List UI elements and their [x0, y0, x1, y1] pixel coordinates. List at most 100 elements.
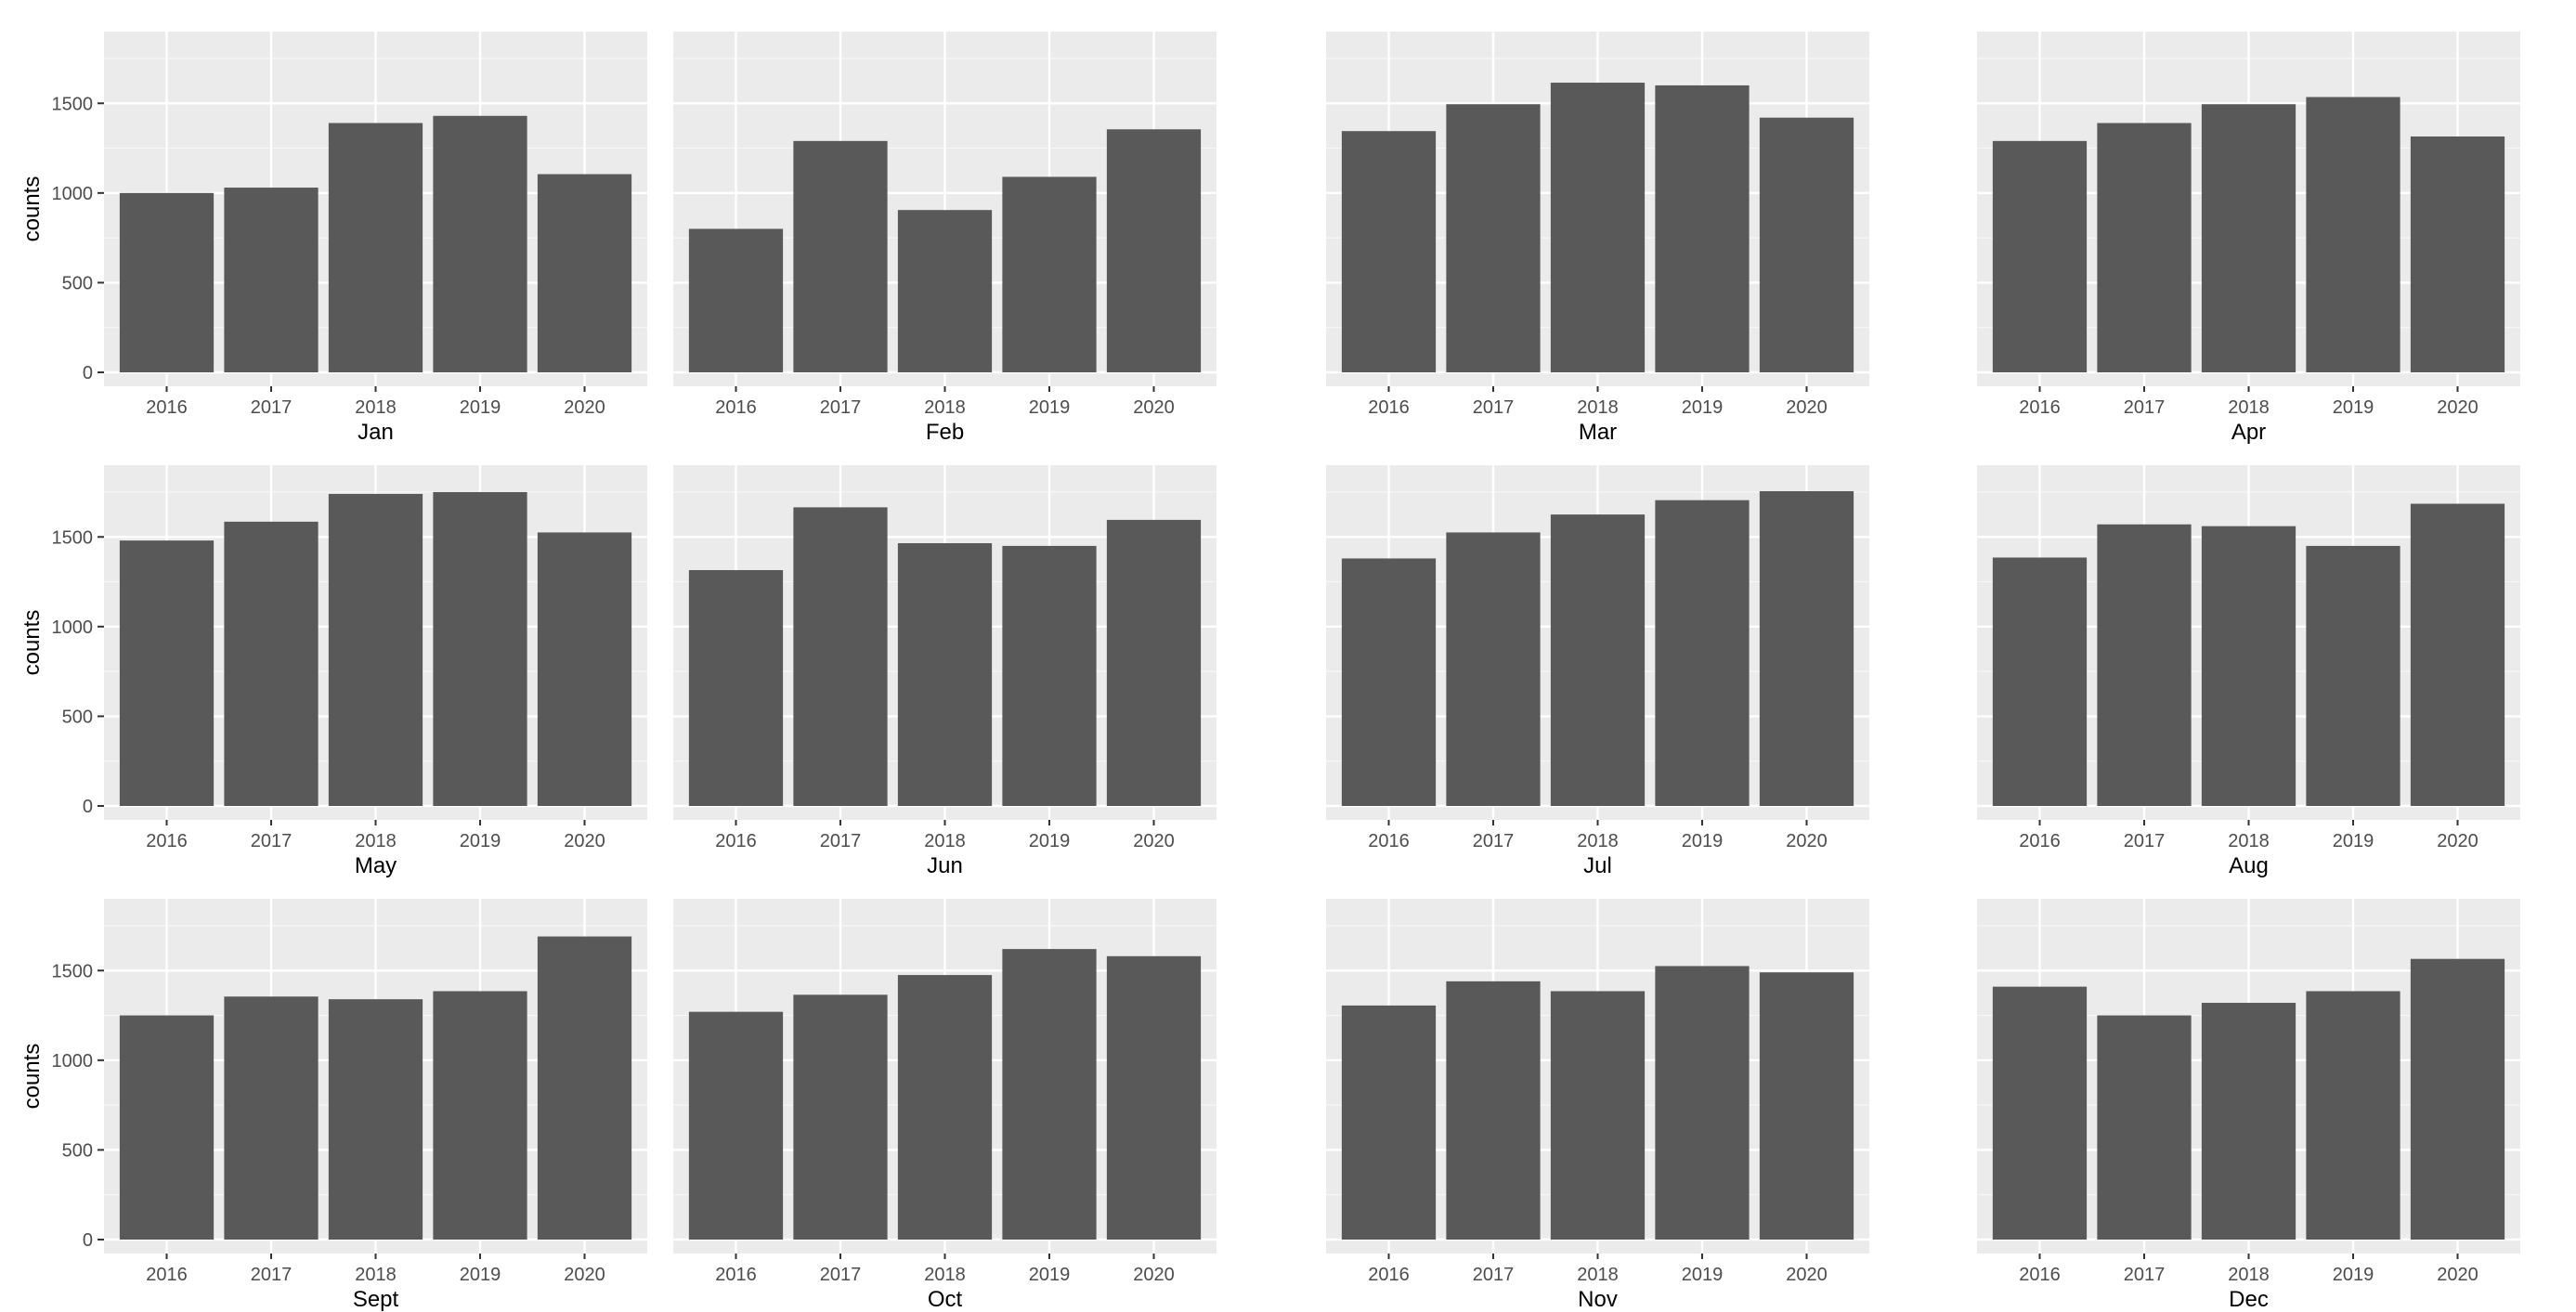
facet-label: Apr	[2231, 420, 2266, 445]
y-tick-label: 500	[62, 273, 93, 293]
panel-may: 2016 2017 2018 2019 2020 May 0 500 1000 1500 count…	[20, 465, 647, 878]
bar-jan-2017	[224, 188, 319, 372]
x-tick-label: 2016	[2019, 397, 2061, 418]
x-tick-label: 2018	[1577, 831, 1619, 851]
bar-dec-2017	[2097, 1015, 2192, 1240]
bar-sept-2018	[328, 999, 423, 1240]
y-axis-title: counts	[20, 1044, 45, 1110]
y-tick-label: 1000	[52, 184, 94, 204]
x-tick-label: 2016	[146, 397, 188, 418]
bar-nov-2016	[1341, 1005, 1437, 1240]
bar-jan-2019	[433, 115, 527, 372]
x-tick-label: 2016	[715, 1265, 757, 1285]
bar-jan-2018	[328, 123, 423, 372]
x-tick-label: 2020	[2437, 1265, 2478, 1285]
x-tick-label: 2017	[820, 831, 862, 851]
facet-label: Jan	[358, 420, 394, 445]
facet-label: May	[355, 853, 397, 878]
bar-apr-2018	[2201, 104, 2296, 373]
x-tick-label: 2016	[715, 831, 757, 851]
bar-mar-2017	[1446, 104, 1541, 373]
bar-jun-2017	[793, 507, 888, 806]
bar-sept-2017	[224, 996, 319, 1240]
x-tick-label: 2017	[1473, 831, 1515, 851]
bar-aug-2019	[2306, 545, 2400, 806]
x-tick-label: 2017	[2124, 831, 2166, 851]
bar-apr-2019	[2306, 97, 2400, 373]
bar-jul-2019	[1655, 500, 1750, 806]
x-tick-label: 2019	[460, 397, 501, 418]
panel-jan: 2016 2017 2018 2019 2020 Jan 0 500 1000 1500 count…	[20, 32, 647, 445]
x-tick-label: 2017	[820, 397, 862, 418]
bar-dec-2018	[2201, 1003, 2296, 1240]
bar-dec-2016	[1992, 986, 2088, 1240]
x-tick-label: 2017	[820, 1265, 862, 1285]
x-tick-label: 2016	[146, 1265, 188, 1285]
x-tick-label: 2018	[924, 1265, 966, 1285]
bar-may-2016	[119, 540, 215, 806]
bar-jun-2016	[688, 569, 784, 806]
x-tick-label: 2017	[251, 397, 293, 418]
bar-apr-2020	[2410, 136, 2505, 372]
x-tick-label: 2017	[251, 831, 293, 851]
x-tick-label: 2017	[1473, 1265, 1515, 1285]
panel-mar: 2016 2017 2018 2019 2020 Mar	[1326, 32, 1869, 445]
x-tick-label: 2020	[1133, 1265, 1175, 1285]
x-tick-label: 2020	[564, 397, 605, 418]
bar-jul-2016	[1341, 558, 1437, 806]
bar-feb-2017	[793, 140, 888, 372]
y-tick-label: 500	[62, 1140, 93, 1161]
x-tick-label: 2016	[1368, 397, 1410, 418]
x-tick-label: 2016	[2019, 831, 2061, 851]
x-tick-label: 2020	[1133, 397, 1175, 418]
x-tick-label: 2019	[1682, 397, 1724, 418]
x-tick-label: 2019	[1682, 831, 1724, 851]
bar-jan-2016	[119, 192, 215, 372]
bar-dec-2020	[2410, 958, 2505, 1240]
bar-jun-2020	[1106, 519, 1202, 806]
facet-label: Mar	[1579, 420, 1617, 445]
bar-jun-2018	[897, 543, 993, 806]
bar-oct-2019	[1002, 949, 1097, 1240]
bar-dec-2019	[2306, 991, 2400, 1240]
facet-label: Jun	[927, 853, 963, 878]
facet-label: Dec	[2229, 1287, 2269, 1312]
x-tick-label: 2017	[251, 1265, 293, 1285]
panel-jul: 2016 2017 2018 2019 2020 Jul	[1326, 465, 1869, 878]
bar-mar-2019	[1655, 84, 1750, 373]
x-tick-label: 2018	[2228, 831, 2270, 851]
bar-apr-2017	[2097, 123, 2192, 372]
bar-nov-2018	[1550, 991, 1646, 1240]
bar-oct-2016	[688, 1011, 784, 1240]
x-tick-label: 2016	[146, 831, 188, 851]
x-tick-label: 2018	[355, 1265, 397, 1285]
x-tick-label: 2018	[355, 831, 397, 851]
panel-apr: 2016 2017 2018 2019 2020 Apr	[1977, 32, 2520, 445]
facet-label: Nov	[1578, 1287, 1618, 1312]
x-tick-label: 2019	[460, 1265, 501, 1285]
bar-mar-2018	[1550, 83, 1646, 373]
x-tick-label: 2017	[2124, 1265, 2166, 1285]
facet-label: Aug	[2229, 853, 2269, 878]
y-tick-label: 0	[83, 797, 93, 817]
x-tick-label: 2020	[1786, 397, 1828, 418]
bar-nov-2017	[1446, 981, 1541, 1240]
bar-aug-2017	[2097, 524, 2192, 806]
x-tick-label: 2017	[1473, 397, 1515, 418]
y-tick-label: 0	[83, 1230, 93, 1251]
x-tick-label: 2016	[715, 397, 757, 418]
panel-dec: 2016 2017 2018 2019 2020 Dec	[1977, 899, 2520, 1312]
y-tick-label: 0	[83, 363, 93, 383]
x-tick-label: 2018	[1577, 1265, 1619, 1285]
bar-may-2020	[537, 532, 632, 806]
bar-nov-2019	[1655, 966, 1750, 1240]
x-tick-label: 2016	[1368, 831, 1410, 851]
bar-feb-2019	[1002, 176, 1097, 372]
panel-feb: 2016 2017 2018 2019 2020 Feb	[673, 32, 1216, 445]
bar-nov-2020	[1759, 972, 1854, 1240]
bar-mar-2020	[1759, 117, 1854, 372]
bar-aug-2016	[1992, 557, 2088, 806]
facet-label: Feb	[926, 420, 964, 445]
x-tick-label: 2018	[2228, 1265, 2270, 1285]
y-tick-label: 1000	[52, 1051, 94, 1072]
